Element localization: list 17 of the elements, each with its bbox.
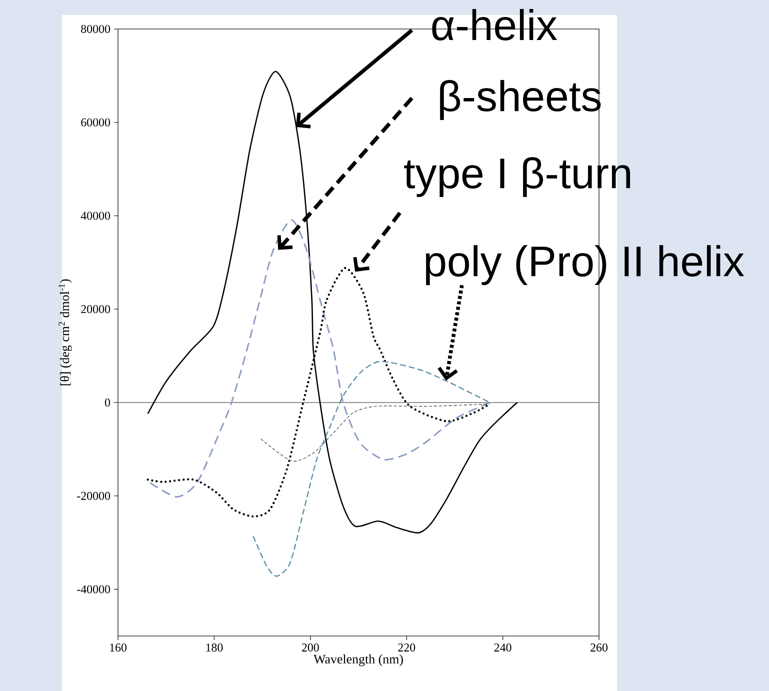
x-tick-label: 260 [590,644,608,652]
x-tick-label: 200 [302,644,319,652]
y-tick-label: -20000 [77,492,110,500]
x-tick-label: 220 [398,644,416,652]
y-tick-label: 20000 [81,305,110,314]
line-series [252,360,490,577]
x-axis-title: Wavelength (nm) [314,654,403,666]
y-tick-label: 60000 [81,118,110,126]
y-tick-label: -40000 [77,585,110,594]
x-tick-label: 240 [494,644,512,652]
line-series [260,404,490,462]
y-tick-label: 80000 [81,24,110,34]
y-tick-label: 0 [104,398,110,407]
y-axis-title: [θ] (deg cm$^{2}$ dmol$^{-1}$) [58,279,72,386]
y-tick-label: 40000 [80,212,110,220]
x-tick-label: 160 [110,644,127,652]
x-tick-label: 180 [206,644,223,652]
